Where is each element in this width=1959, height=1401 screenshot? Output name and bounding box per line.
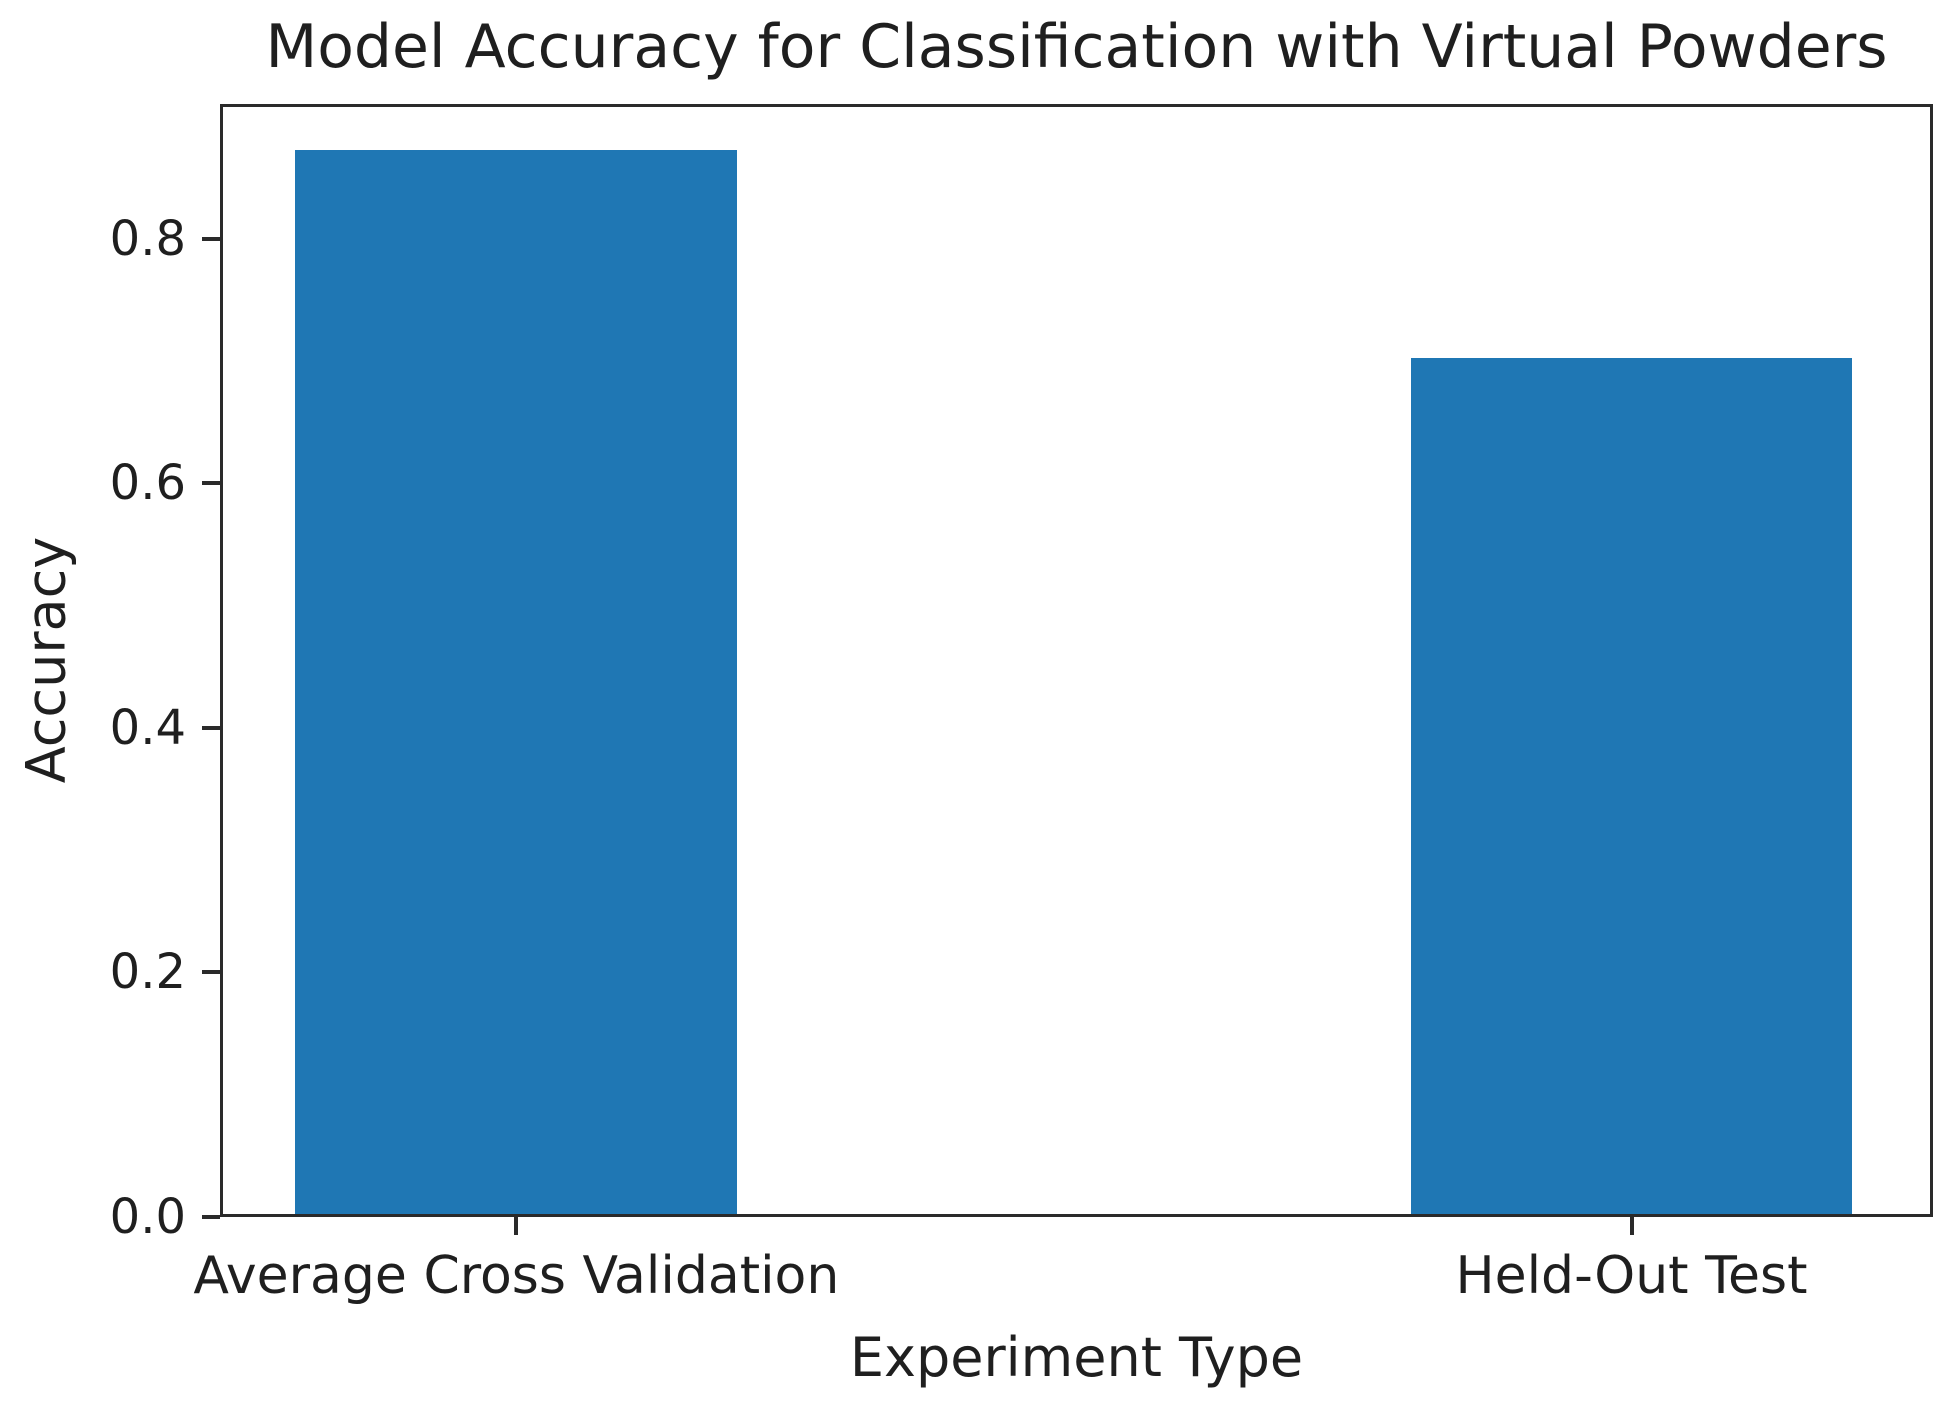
chart-title: Model Accuracy for Classification with V… bbox=[265, 12, 1888, 82]
bar-1 bbox=[295, 149, 738, 1214]
y-tick-mark bbox=[202, 970, 220, 975]
y-tick-mark bbox=[202, 725, 220, 730]
y-tick-label: 0.0 bbox=[109, 1189, 186, 1245]
x-tick-label: Average Cross Validation bbox=[193, 1246, 840, 1306]
x-tick-label: Held-Out Test bbox=[1455, 1246, 1808, 1306]
x-tick-mark bbox=[514, 1217, 519, 1235]
plot-area bbox=[220, 104, 1933, 1217]
y-tick-label: 0.4 bbox=[109, 699, 186, 756]
y-tick-mark bbox=[202, 1215, 220, 1219]
y-tick-mark bbox=[202, 236, 220, 241]
y-tick-label: 0.2 bbox=[109, 944, 186, 1001]
x-tick-mark bbox=[1629, 1217, 1634, 1235]
bar-2 bbox=[1410, 357, 1853, 1214]
x-axis-label: Experiment Type bbox=[849, 1326, 1304, 1389]
y-tick-label: 0.8 bbox=[109, 210, 186, 267]
y-tick-mark bbox=[202, 481, 220, 486]
y-tick-label: 0.6 bbox=[109, 455, 186, 512]
